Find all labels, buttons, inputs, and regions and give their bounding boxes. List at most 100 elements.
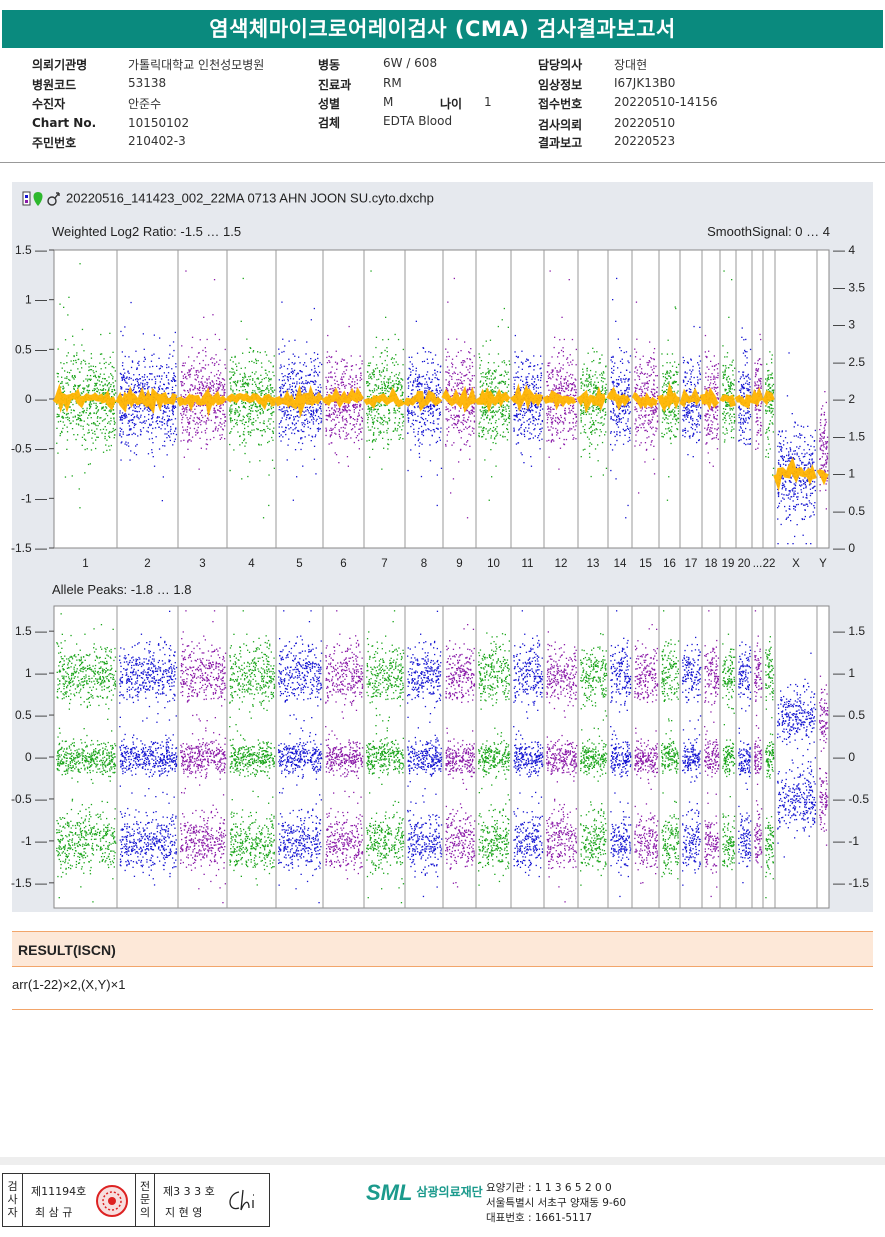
- smooth-signal-line: [700, 387, 720, 411]
- allele-peak-points: [445, 624, 476, 888]
- field-value: 20220523: [614, 134, 675, 148]
- field-value: 210402-3: [128, 134, 186, 148]
- field-label: 검사의뢰: [538, 116, 582, 133]
- allele-peak-points: [704, 610, 720, 898]
- chromosome-label: 19: [722, 558, 735, 570]
- chromosome-label: Y: [819, 558, 827, 570]
- result-heading: RESULT(ISCN): [12, 931, 873, 967]
- sml-logo: SML: [366, 1180, 412, 1205]
- y-tick-label: -0.5 —: [11, 792, 47, 806]
- field-label: 성별: [318, 95, 340, 112]
- lab-name: 삼광의료재단: [416, 1185, 482, 1199]
- smooth-signal-line: [657, 382, 681, 413]
- lab-logo: SML 삼광의료재단: [366, 1180, 483, 1206]
- y2-tick-label: — 4: [833, 243, 855, 257]
- smooth-signal-line: [679, 387, 702, 408]
- field-value: 안준수: [128, 95, 161, 112]
- specialist-label: 전문의: [135, 1174, 155, 1226]
- signature-box: 검사자 제11194호 최 삼 규 전문의 제3 3 3 호 지 현 영: [2, 1173, 270, 1227]
- field-label: 나이: [440, 95, 462, 112]
- smooth-signal-line: [52, 383, 117, 414]
- specialist-license: 제3 3 3 호: [163, 1183, 215, 1199]
- chromosome-label: 22: [763, 558, 776, 570]
- field-label: 병동: [318, 56, 340, 73]
- field-value: 10150102: [128, 116, 189, 130]
- allele-peak-points: [229, 610, 276, 886]
- y2-tick-label: — 0: [833, 541, 855, 555]
- allele-peak-points: [366, 610, 405, 904]
- y2-tick-label: — 1.5: [833, 429, 865, 443]
- allele-peak-points: [407, 610, 443, 898]
- smooth-signal-line: [816, 469, 829, 486]
- y-tick-label: -1.5 —: [11, 876, 47, 890]
- chromosome-points: [407, 320, 443, 507]
- y2-tick-label: — 1.5: [833, 624, 865, 638]
- chromosome-label: 7: [381, 558, 387, 570]
- smooth-signal-line: [750, 386, 764, 408]
- allele-peak-points: [765, 636, 775, 899]
- y2-tick-label: — -0.5: [833, 792, 869, 806]
- chromosome-label: 14: [614, 558, 627, 570]
- allele-peak-points: [722, 633, 736, 871]
- field-value: 가톨릭대학교 인천성모병원: [128, 56, 264, 73]
- smooth-signal-line: [176, 387, 227, 417]
- chromosome-label: 15: [639, 558, 652, 570]
- smooth-signal-line: [441, 385, 477, 413]
- chromosome-label: 1: [82, 558, 88, 570]
- smooth-signal-line: [734, 394, 752, 410]
- chromosome-label: 20: [738, 558, 751, 570]
- allele-peak-points: [610, 610, 632, 898]
- seal-stamp: [96, 1185, 128, 1217]
- field-value: RM: [383, 76, 402, 90]
- field-label: 수진자: [32, 95, 65, 112]
- smooth-signal-line: [321, 387, 365, 409]
- chromosome-label: 2: [144, 558, 150, 570]
- field-label: 접수번호: [538, 95, 582, 112]
- allele-peak-points: [325, 610, 364, 880]
- y-tick-label: -1 —: [21, 834, 47, 848]
- field-label: 진료과: [318, 76, 351, 93]
- field-label: 주민번호: [32, 134, 76, 151]
- field-label: 병원코드: [32, 76, 76, 93]
- chromosome-label: 6: [340, 558, 346, 570]
- y-tick-label: 1.5 —: [15, 624, 47, 638]
- chromosome-points: [777, 352, 816, 545]
- allele-peak-points: [513, 610, 544, 878]
- smooth-signal-line: [606, 386, 631, 411]
- field-label: Chart No.: [32, 116, 96, 130]
- smooth-signal-line: [510, 383, 543, 412]
- smooth-signal-line: [542, 389, 577, 411]
- field-value: 20220510: [614, 116, 675, 130]
- smooth-signal-line: [474, 387, 511, 413]
- y-tick-label: 0 —: [25, 750, 47, 764]
- smooth-signal-line: [403, 390, 443, 412]
- field-label: 임상정보: [538, 76, 582, 93]
- y-tick-label: 0.5 —: [15, 708, 47, 722]
- smooth-signal-line: [719, 394, 736, 408]
- chromosome-label: 8: [421, 558, 427, 570]
- plot1-title: Weighted Log2 Ratio: -1.5 … 1.5: [52, 224, 241, 239]
- lab-phone: 대표번호 : 1661-5117: [486, 1211, 626, 1226]
- smooth-signal-line: [773, 457, 817, 492]
- chromosome-label: ...: [753, 558, 763, 570]
- smooth-signal-line: [115, 386, 178, 414]
- field-value: 1: [484, 95, 492, 109]
- chromosome-label: 16: [663, 558, 676, 570]
- field-value: 53138: [128, 76, 166, 90]
- field-value: 6W / 608: [383, 56, 437, 70]
- allele-peak-points: [738, 641, 752, 884]
- divider: [0, 162, 885, 163]
- result-iscn: arr(1-22)×2,(X,Y)×1: [12, 977, 125, 992]
- patient-info: 의뢰기관명 가톨릭대학교 인천성모병원 병원코드 53138 수진자 안준수 C…: [0, 56, 885, 156]
- specialist-name: 지 현 영: [165, 1204, 202, 1220]
- chromosome-label: 4: [248, 558, 255, 570]
- y2-tick-label: — 2: [833, 392, 855, 406]
- field-label: 담당의사: [538, 56, 582, 73]
- chromosome-label: 10: [487, 558, 500, 570]
- allele-peak-points: [180, 610, 227, 904]
- y-tick-label: 1 —: [25, 666, 47, 680]
- allele-peak-points: [634, 624, 659, 884]
- y2-tick-label: — 0.5: [833, 504, 865, 518]
- chromosome-label: 18: [705, 558, 718, 570]
- y2-tick-label: — 2.5: [833, 355, 865, 369]
